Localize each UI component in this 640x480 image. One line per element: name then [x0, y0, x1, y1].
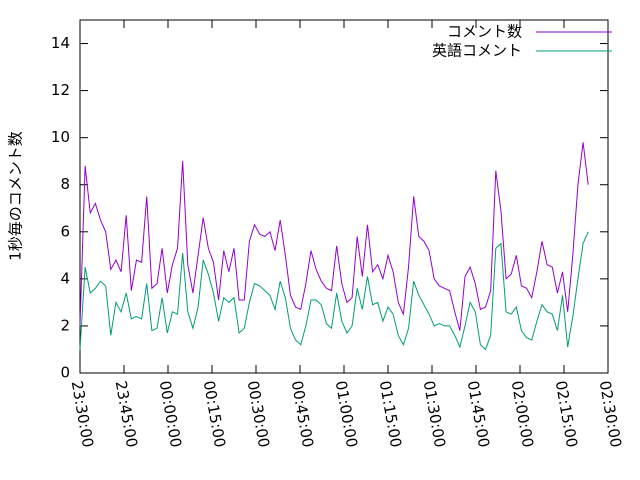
y-tick-label: 8 — [60, 175, 70, 193]
y-tick-label: 2 — [60, 316, 70, 334]
y-tick-label: 10 — [51, 128, 70, 146]
y-axis-label: 1秒毎のコメント数 — [7, 131, 25, 261]
y-tick-label: 6 — [60, 222, 70, 240]
y-tick-label: 14 — [51, 34, 70, 52]
y-tick-label: 12 — [51, 81, 70, 99]
series-line — [79, 231, 589, 351]
legend-label: コメント数 — [447, 23, 522, 41]
y-tick-label: 4 — [60, 269, 70, 287]
series-line — [79, 142, 589, 331]
y-tick-label: 0 — [60, 364, 70, 382]
legend-label: 英語コメント — [432, 42, 522, 60]
